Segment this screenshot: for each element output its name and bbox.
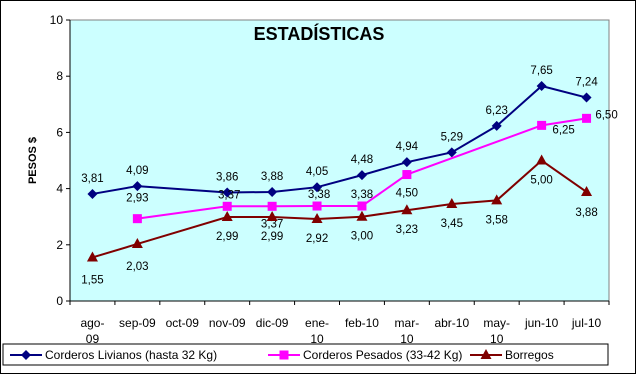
x-tick-label: jun-10: [524, 316, 559, 330]
data-label: 3,88: [261, 171, 283, 183]
data-point: [491, 194, 503, 205]
data-point: [582, 113, 592, 123]
x-tick-label: may-10: [483, 316, 510, 346]
y-tick-label: 10: [50, 13, 64, 27]
data-label: 6,23: [486, 105, 508, 117]
data-label: 2,92: [306, 233, 328, 245]
data-point: [266, 210, 278, 221]
data-point: [132, 214, 142, 224]
data-label: 3,81: [81, 173, 103, 185]
data-label: 3,23: [396, 224, 418, 236]
x-tick-label: feb-10: [345, 316, 379, 330]
data-label: 4,48: [351, 154, 373, 166]
data-label: 6,25: [552, 124, 574, 136]
legend-label: Corderos Pesados (33-42 Kg): [303, 348, 462, 362]
data-label: 3,86: [216, 172, 238, 184]
data-label: 3,58: [486, 214, 508, 226]
data-point: [131, 237, 143, 248]
x-tick-label: abr-10: [434, 316, 469, 330]
chart-title: ESTADÍSTICAS: [254, 23, 385, 44]
data-point: [86, 251, 98, 262]
data-point: [222, 201, 232, 211]
y-tick-label: 6: [56, 125, 63, 139]
legend-box: [2, 343, 609, 366]
data-point: [279, 350, 289, 360]
data-label: 6,50: [595, 109, 617, 121]
data-point: [356, 170, 367, 181]
data-point: [446, 147, 457, 158]
data-label: 4,50: [396, 188, 418, 200]
data-point: [537, 120, 547, 130]
x-tick-label: dic-09: [256, 316, 289, 330]
data-point: [536, 81, 547, 92]
data-point: [132, 181, 143, 192]
data-label: 3,37: [261, 218, 283, 230]
data-point: [401, 157, 412, 168]
data-point: [311, 212, 323, 223]
y-tick-label: 2: [56, 238, 63, 252]
x-tick-label: sep-09: [119, 316, 156, 330]
x-tick-label: jul-10: [571, 316, 602, 330]
x-tick-label: mar-10: [395, 316, 420, 346]
data-label: 4,09: [126, 165, 148, 177]
data-point: [357, 201, 367, 211]
plot-area: [69, 19, 610, 302]
series-2: [137, 117, 587, 220]
data-point: [581, 185, 593, 196]
data-label: 3,38: [308, 189, 330, 201]
data-point: [87, 188, 98, 199]
data-point: [312, 182, 323, 193]
data-label: 2,99: [261, 231, 283, 243]
data-point: [491, 120, 502, 131]
data-point: [401, 204, 413, 215]
data-label: 4,05: [306, 166, 328, 178]
data-point: [536, 154, 548, 165]
data-label: 7,24: [575, 77, 598, 89]
data-label: 3,88: [575, 207, 597, 219]
data-label: 2,93: [126, 193, 148, 205]
data-label: 3,37: [218, 189, 240, 201]
data-point: [267, 186, 278, 197]
data-point: [480, 349, 492, 359]
data-label: 7,65: [530, 65, 552, 77]
data-point: [402, 170, 412, 180]
data-point: [267, 201, 277, 211]
data-point: [356, 210, 368, 221]
x-tick-label: oct-09: [166, 316, 200, 330]
x-tick-label: ene-10: [305, 316, 329, 346]
y-tick-label: 4: [56, 182, 63, 196]
legend-label: Corderos Livianos (hasta 32 Kg): [45, 348, 217, 362]
data-point: [221, 210, 233, 221]
data-label: 2,99: [216, 231, 238, 243]
data-label: 1,55: [81, 274, 103, 286]
data-label: 3,00: [351, 231, 373, 243]
legend-label: Borregos: [505, 348, 554, 362]
y-tick-label: 0: [56, 294, 63, 308]
data-label: 5,00: [530, 175, 552, 187]
series-line: [137, 117, 587, 220]
data-point: [446, 198, 458, 209]
data-point: [581, 92, 592, 103]
data-label: 5,29: [441, 131, 463, 143]
data-label: 3,38: [351, 189, 373, 201]
y-tick-label: 8: [56, 69, 63, 83]
x-tick-label: nov-09: [209, 316, 246, 330]
data-point: [21, 350, 31, 360]
x-tick-label: ago-09: [80, 316, 104, 346]
data-label: 4,94: [396, 141, 419, 153]
data-label: 3,45: [441, 218, 463, 230]
data-label: 2,03: [126, 261, 148, 273]
y-axis-title: PESOS $: [27, 137, 39, 184]
data-point: [312, 201, 322, 211]
data-point: [222, 187, 233, 198]
